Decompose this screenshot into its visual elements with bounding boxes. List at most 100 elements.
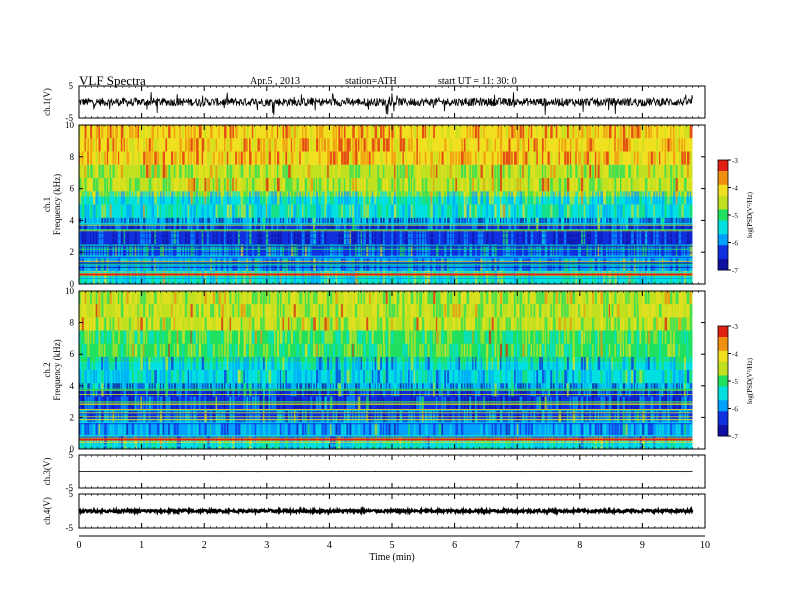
spectral-cell [338,317,341,331]
spectral-cell [594,343,597,357]
spectral-cell [650,151,653,165]
spectral-cell [410,244,413,258]
spectral-cell [260,138,262,152]
spectral-cell [396,422,399,436]
spectral-cell [193,409,196,423]
spectral-cell [433,178,435,192]
spectral-cell [335,191,338,205]
spectral-cell [438,356,441,370]
spectral-cell [380,151,383,165]
spectral-cell [265,270,269,284]
spectral-cell [304,409,307,423]
spectral-cell [480,204,483,218]
spectral-cell [555,370,559,384]
spectral-cell [388,178,391,192]
spectral-cell [210,178,213,192]
spectral-cell [104,178,107,192]
spectral-cell [497,343,499,357]
spectral-cell [276,304,279,318]
spectral-cell [511,330,514,344]
spectral-cell [614,125,616,139]
spectral-cell [162,343,165,357]
spectral-cell [408,151,411,165]
spectral-cell [109,343,112,357]
spectral-cell [511,356,513,370]
spectral-cell [218,231,220,245]
spectral-cell [508,151,511,165]
spectral-cell [106,125,109,139]
spectral-cell [675,191,678,205]
spectral-cell [329,178,333,192]
spectral-cell [137,343,140,357]
spectral-cell [254,409,258,423]
spectral-cell [251,291,255,305]
spectral-cell [268,231,271,245]
spectral-cell [296,231,300,245]
spectral-cell [636,244,639,258]
spectral-cell [226,164,229,178]
spectral-cell [131,204,134,218]
spectral-cell [564,138,567,152]
spectral-cell [594,291,597,305]
spectral-cell [260,304,262,318]
spectral-cell [502,151,506,165]
spectral-cell [173,356,176,370]
spectral-cell [254,178,257,192]
start-time-label: start UT = 11: 30: 0 [438,76,517,87]
spectral-cell [435,178,438,192]
spectral-cell [586,151,590,165]
spectral-cell [184,409,188,423]
spectral-cell [282,291,285,305]
spectral-cell [104,125,107,139]
spectral-cell [318,244,320,258]
spectral-cell [271,330,274,344]
spectral-cell [173,204,175,218]
spectral-cell [235,231,237,245]
spectral-cell [466,356,468,370]
spectral-cell [416,356,419,370]
spectral-cell [145,291,149,305]
spectral-cell [511,151,513,165]
spectral-cell [371,204,375,218]
spectral-cell [469,330,472,344]
spectral-cell [243,343,246,357]
spectral-cell [148,409,151,423]
spectral-cell [349,422,352,436]
spectral-cell [126,125,128,139]
spectral-cell [87,317,90,331]
spectral-cell [218,151,221,165]
spectral-cell [388,422,391,436]
spectral-cell [463,125,467,139]
spectral-cell [544,138,547,152]
spectral-cell [433,191,435,205]
spectral-cell [567,356,569,370]
spectral-cell [608,370,612,384]
spectral-cell [413,270,417,284]
spectral-cell [98,244,101,258]
spectral-cell [369,304,371,318]
spectral-cell [380,330,383,344]
spectral-cell [458,317,460,331]
spectral-cell [447,304,450,318]
spectral-cell [625,244,628,258]
spectral-cell [611,125,614,139]
spectral-cell [307,244,311,258]
spectral-cell [207,178,210,192]
spectral-cell [547,244,549,258]
spectral-cell [385,356,389,370]
spectral-cell [474,304,478,318]
spectral-cell [594,138,598,152]
spectral-cell [171,164,174,178]
spectral-cell [536,409,539,423]
spectral-cell [363,204,366,218]
spectral-cell [198,151,201,165]
spectral-cell [374,422,378,436]
spectral-cell [327,138,330,152]
spectral-cell [583,409,585,423]
spectral-cell [567,138,569,152]
spectral-cell [486,270,489,284]
spectral-cell [533,231,536,245]
spectral-cell [614,178,617,192]
spectral-cell [346,270,349,284]
spectral-cell [369,409,371,423]
